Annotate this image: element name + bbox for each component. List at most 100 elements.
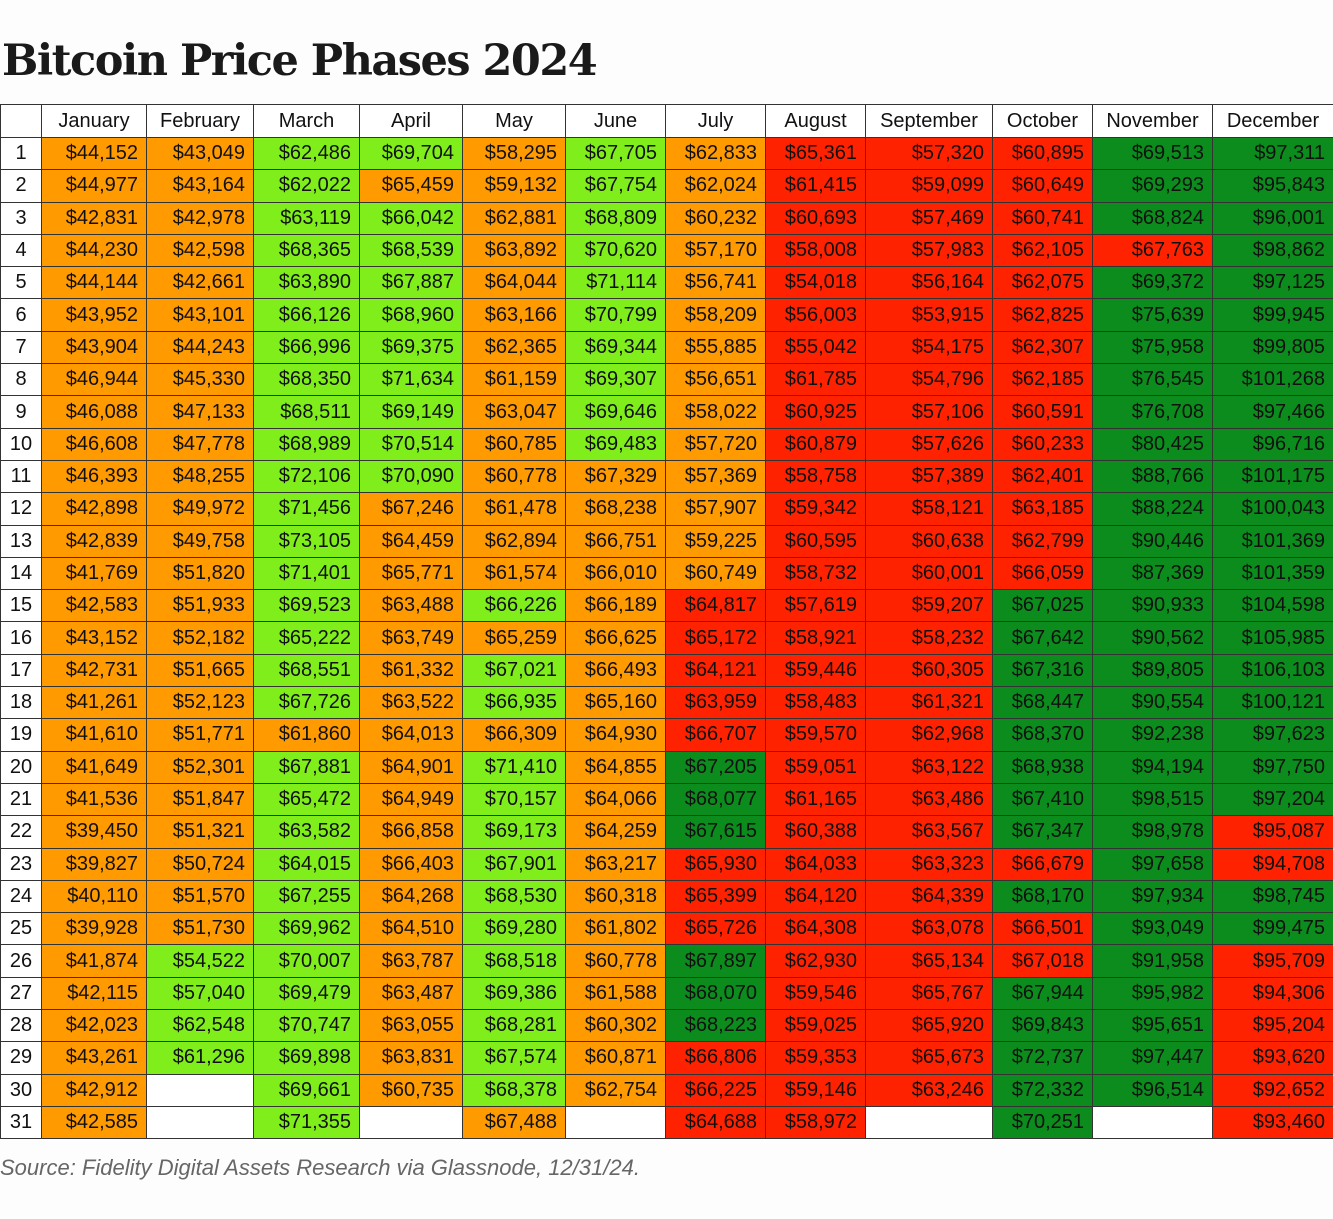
price-cell: $69,479	[253, 976, 360, 1011]
price-cell: $60,749	[665, 556, 766, 591]
price-cell: $101,359	[1212, 556, 1333, 591]
price-cell	[146, 1105, 254, 1140]
price-cell: $45,330	[146, 363, 254, 397]
price-cell: $67,018	[992, 944, 1093, 978]
price-cell: $58,295	[462, 136, 566, 171]
price-cell: $68,370	[992, 718, 1093, 752]
price-cell: $60,388	[765, 815, 866, 849]
table-row: 12 $42,898 $49,972 $71,456 $67,246 $61,478 $68…	[0, 492, 1333, 526]
month-header: March	[253, 104, 360, 138]
price-cell	[146, 1073, 254, 1107]
price-cell: $63,892	[462, 233, 566, 268]
price-cell: $64,510	[359, 912, 463, 946]
price-cell: $67,754	[565, 169, 666, 203]
price-cell: $58,008	[765, 233, 866, 268]
price-cell: $54,018	[765, 266, 866, 300]
price-cell: $66,679	[992, 847, 1093, 881]
price-cell: $68,447	[992, 686, 1093, 720]
price-cell: $58,758	[765, 459, 866, 494]
price-cell: $90,562	[1092, 621, 1213, 655]
price-cell: $70,514	[359, 427, 463, 461]
price-cell: $67,574	[462, 1041, 566, 1075]
month-header: September	[865, 104, 993, 138]
price-cell: $66,858	[359, 815, 463, 849]
price-cell: $88,224	[1092, 492, 1213, 526]
price-cell: $90,554	[1092, 686, 1213, 720]
price-cell: $59,025	[765, 1009, 866, 1043]
price-cell: $69,661	[253, 1073, 360, 1107]
price-cell: $44,230	[41, 233, 147, 268]
price-cell: $57,106	[865, 395, 993, 429]
price-cell: $63,749	[359, 621, 463, 655]
price-cell: $101,369	[1212, 524, 1333, 558]
price-cell: $63,487	[359, 976, 463, 1011]
price-cell	[1092, 1105, 1213, 1140]
price-cell: $57,907	[665, 492, 766, 526]
price-cell: $63,185	[992, 492, 1093, 526]
price-cell: $39,450	[41, 815, 147, 849]
price-cell: $49,972	[146, 492, 254, 526]
price-cell: $57,040	[146, 976, 254, 1011]
price-cell: $69,898	[253, 1041, 360, 1075]
month-header: May	[462, 104, 566, 138]
table-row: 20 $41,649 $52,301 $67,881 $64,901 $71,410 $64…	[0, 750, 1333, 784]
price-cell: $98,515	[1092, 782, 1213, 817]
price-cell: $65,172	[665, 621, 766, 655]
price-cell: $69,280	[462, 912, 566, 946]
price-cell: $61,785	[765, 363, 866, 397]
month-header: April	[359, 104, 463, 138]
day-label: 3	[0, 201, 42, 235]
price-cell: $49,758	[146, 524, 254, 558]
price-cell: $64,688	[665, 1105, 766, 1140]
price-cell: $65,222	[253, 621, 360, 655]
price-cell: $59,146	[765, 1073, 866, 1107]
price-cell: $95,843	[1212, 169, 1333, 203]
price-cell: $63,890	[253, 266, 360, 300]
day-label: 22	[0, 815, 42, 849]
price-cell: $71,355	[253, 1105, 360, 1140]
price-cell: $69,513	[1092, 136, 1213, 171]
price-cell: $97,658	[1092, 847, 1213, 881]
price-cell: $51,730	[146, 912, 254, 946]
price-cell: $43,101	[146, 298, 254, 332]
price-cell: $66,042	[359, 201, 463, 235]
price-cell: $64,339	[865, 879, 993, 914]
price-cell: $98,745	[1212, 879, 1333, 914]
price-cell: $60,318	[565, 879, 666, 914]
price-cell: $67,246	[359, 492, 463, 526]
table-row: 22 $39,450 $51,321 $63,582 $66,858 $69,173 $64…	[0, 815, 1333, 849]
price-cell: $64,033	[765, 847, 866, 881]
price-cell: $63,522	[359, 686, 463, 720]
price-cell: $94,306	[1212, 976, 1333, 1011]
price-cell: $68,809	[565, 201, 666, 235]
table-row: 10 $46,608 $47,778 $68,989 $70,514 $60,785 $69…	[0, 427, 1333, 461]
table-row: 17 $42,731 $51,665 $68,551 $61,332 $67,021 $66…	[0, 653, 1333, 688]
corner-cell	[0, 104, 42, 138]
table-row: 3 $42,831 $42,978 $63,119 $66,042 $62,881 $68,…	[0, 201, 1333, 235]
day-label: 26	[0, 944, 42, 978]
price-cell: $104,598	[1212, 589, 1333, 623]
price-cell: $54,796	[865, 363, 993, 397]
price-cell: $61,159	[462, 363, 566, 397]
price-cell: $69,307	[565, 363, 666, 397]
price-cell: $51,570	[146, 879, 254, 914]
price-cell: $65,920	[865, 1009, 993, 1043]
price-cell: $42,831	[41, 201, 147, 235]
price-cell: $70,251	[992, 1105, 1093, 1140]
price-cell: $61,415	[765, 169, 866, 203]
price-cell: $42,898	[41, 492, 147, 526]
day-label: 6	[0, 298, 42, 332]
price-cell: $59,099	[865, 169, 993, 203]
price-cell: $66,226	[462, 589, 566, 623]
price-cell: $67,025	[992, 589, 1093, 623]
price-cell: $65,930	[665, 847, 766, 881]
table-row: 2 $44,977 $43,164 $62,022 $65,459 $59,132 $67,…	[0, 169, 1333, 203]
price-cell: $92,652	[1212, 1073, 1333, 1107]
price-cell: $66,403	[359, 847, 463, 881]
price-cell: $48,255	[146, 459, 254, 494]
price-cell: $60,879	[765, 427, 866, 461]
price-cell: $59,207	[865, 589, 993, 623]
price-cell: $47,778	[146, 427, 254, 461]
price-cell: $62,307	[992, 330, 1093, 365]
day-label: 5	[0, 266, 42, 300]
